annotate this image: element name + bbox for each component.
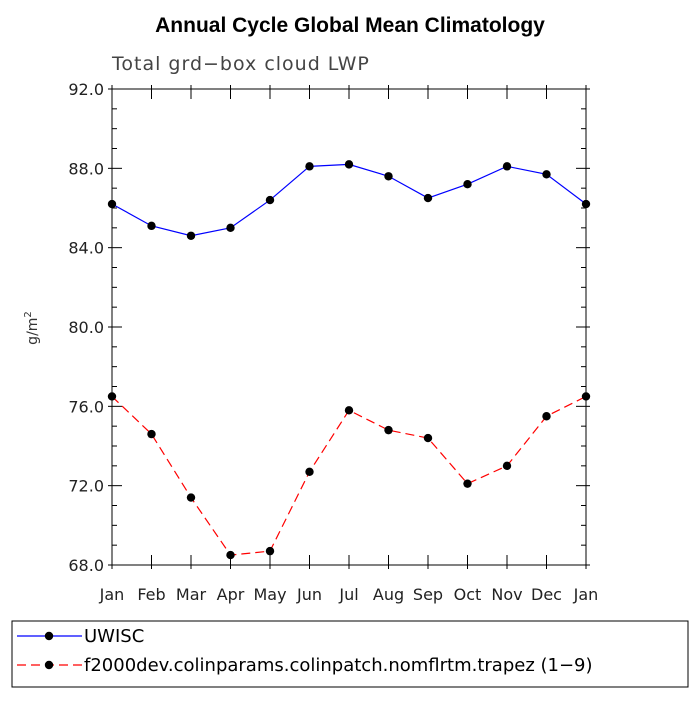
series-1-point: [463, 180, 472, 189]
legend: UWISC f2000dev.colinparams.colinpatch.nom…: [11, 620, 689, 688]
y-axis-label-superscript: 2: [23, 311, 34, 317]
y-tick-label: 92.0: [68, 80, 104, 99]
legend-label-1: UWISC: [84, 626, 144, 647]
y-tick-label: 68.0: [68, 556, 104, 575]
y-tick-label: 88.0: [68, 159, 104, 178]
series-2-point: [463, 479, 472, 488]
y-tick-label: 84.0: [68, 239, 104, 258]
series-2-point: [384, 425, 393, 435]
x-tick-label: Jan: [99, 585, 125, 604]
series-1-point: [305, 162, 314, 171]
axes: 68.0 72.0 76.0 80.0 84.0 88.0 92.0 Jan Feb Mar Apr…: [68, 80, 598, 604]
x-tick-label: Apr: [217, 585, 245, 604]
series-1-point: [107, 199, 117, 209]
x-tick-label: Dec: [531, 585, 562, 604]
series-2-point: [344, 406, 354, 415]
legend-marker-1: [44, 631, 54, 641]
series-layer: [107, 160, 591, 560]
legend-box: [11, 620, 689, 688]
legend-label-2: f2000dev.colinparams.colinpatch.nomflrtm…: [84, 655, 593, 676]
x-tick-label: Mar: [176, 585, 207, 604]
x-tick-label: May: [253, 585, 286, 604]
series-2-point: [502, 461, 512, 471]
series-2-point: [305, 467, 314, 476]
series-1-point: [226, 223, 235, 233]
series-1-point: [384, 172, 393, 181]
chart-subtitle: Total grd−box cloud LWP: [111, 53, 370, 75]
series-2-point: [423, 433, 433, 443]
series-1-point: [344, 160, 354, 169]
x-tick-label: Feb: [137, 585, 165, 604]
x-tick-label: Jul: [338, 585, 358, 604]
series-2-point: [581, 392, 591, 401]
x-tick-label: Aug: [373, 585, 404, 604]
series-1-point: [423, 193, 433, 203]
series-1-point: [542, 170, 551, 179]
x-tick-label: Sep: [413, 585, 443, 604]
legend-marker-2: [44, 660, 54, 670]
series-line-1: [111, 163, 587, 237]
y-axis-label-text: g/m: [25, 318, 41, 345]
y-tick-label: 76.0: [68, 397, 104, 416]
series-2-point: [107, 392, 117, 401]
series-2-point: [542, 412, 551, 421]
series-1-point: [147, 221, 156, 231]
series-2-point: [226, 550, 235, 560]
y-tick-label: 80.0: [68, 318, 104, 337]
x-tick-label: Nov: [491, 585, 522, 604]
series-line-2: [111, 395, 587, 556]
x-tick-label: Oct: [454, 585, 482, 604]
series-1-point: [502, 162, 512, 171]
x-tick-label: Jan: [573, 585, 599, 604]
series-1-point: [186, 231, 196, 240]
series-2-point: [147, 429, 156, 439]
series-1-point: [265, 195, 275, 205]
series-2-point: [265, 546, 275, 556]
y-tick-label: 72.0: [68, 477, 104, 496]
chart-title: Annual Cycle Global Mean Climatology: [155, 14, 545, 37]
series-1-point: [581, 199, 591, 209]
series-2-point: [186, 493, 196, 502]
y-axis-label: g/m2: [23, 311, 41, 345]
x-tick-label: Jun: [296, 585, 322, 604]
